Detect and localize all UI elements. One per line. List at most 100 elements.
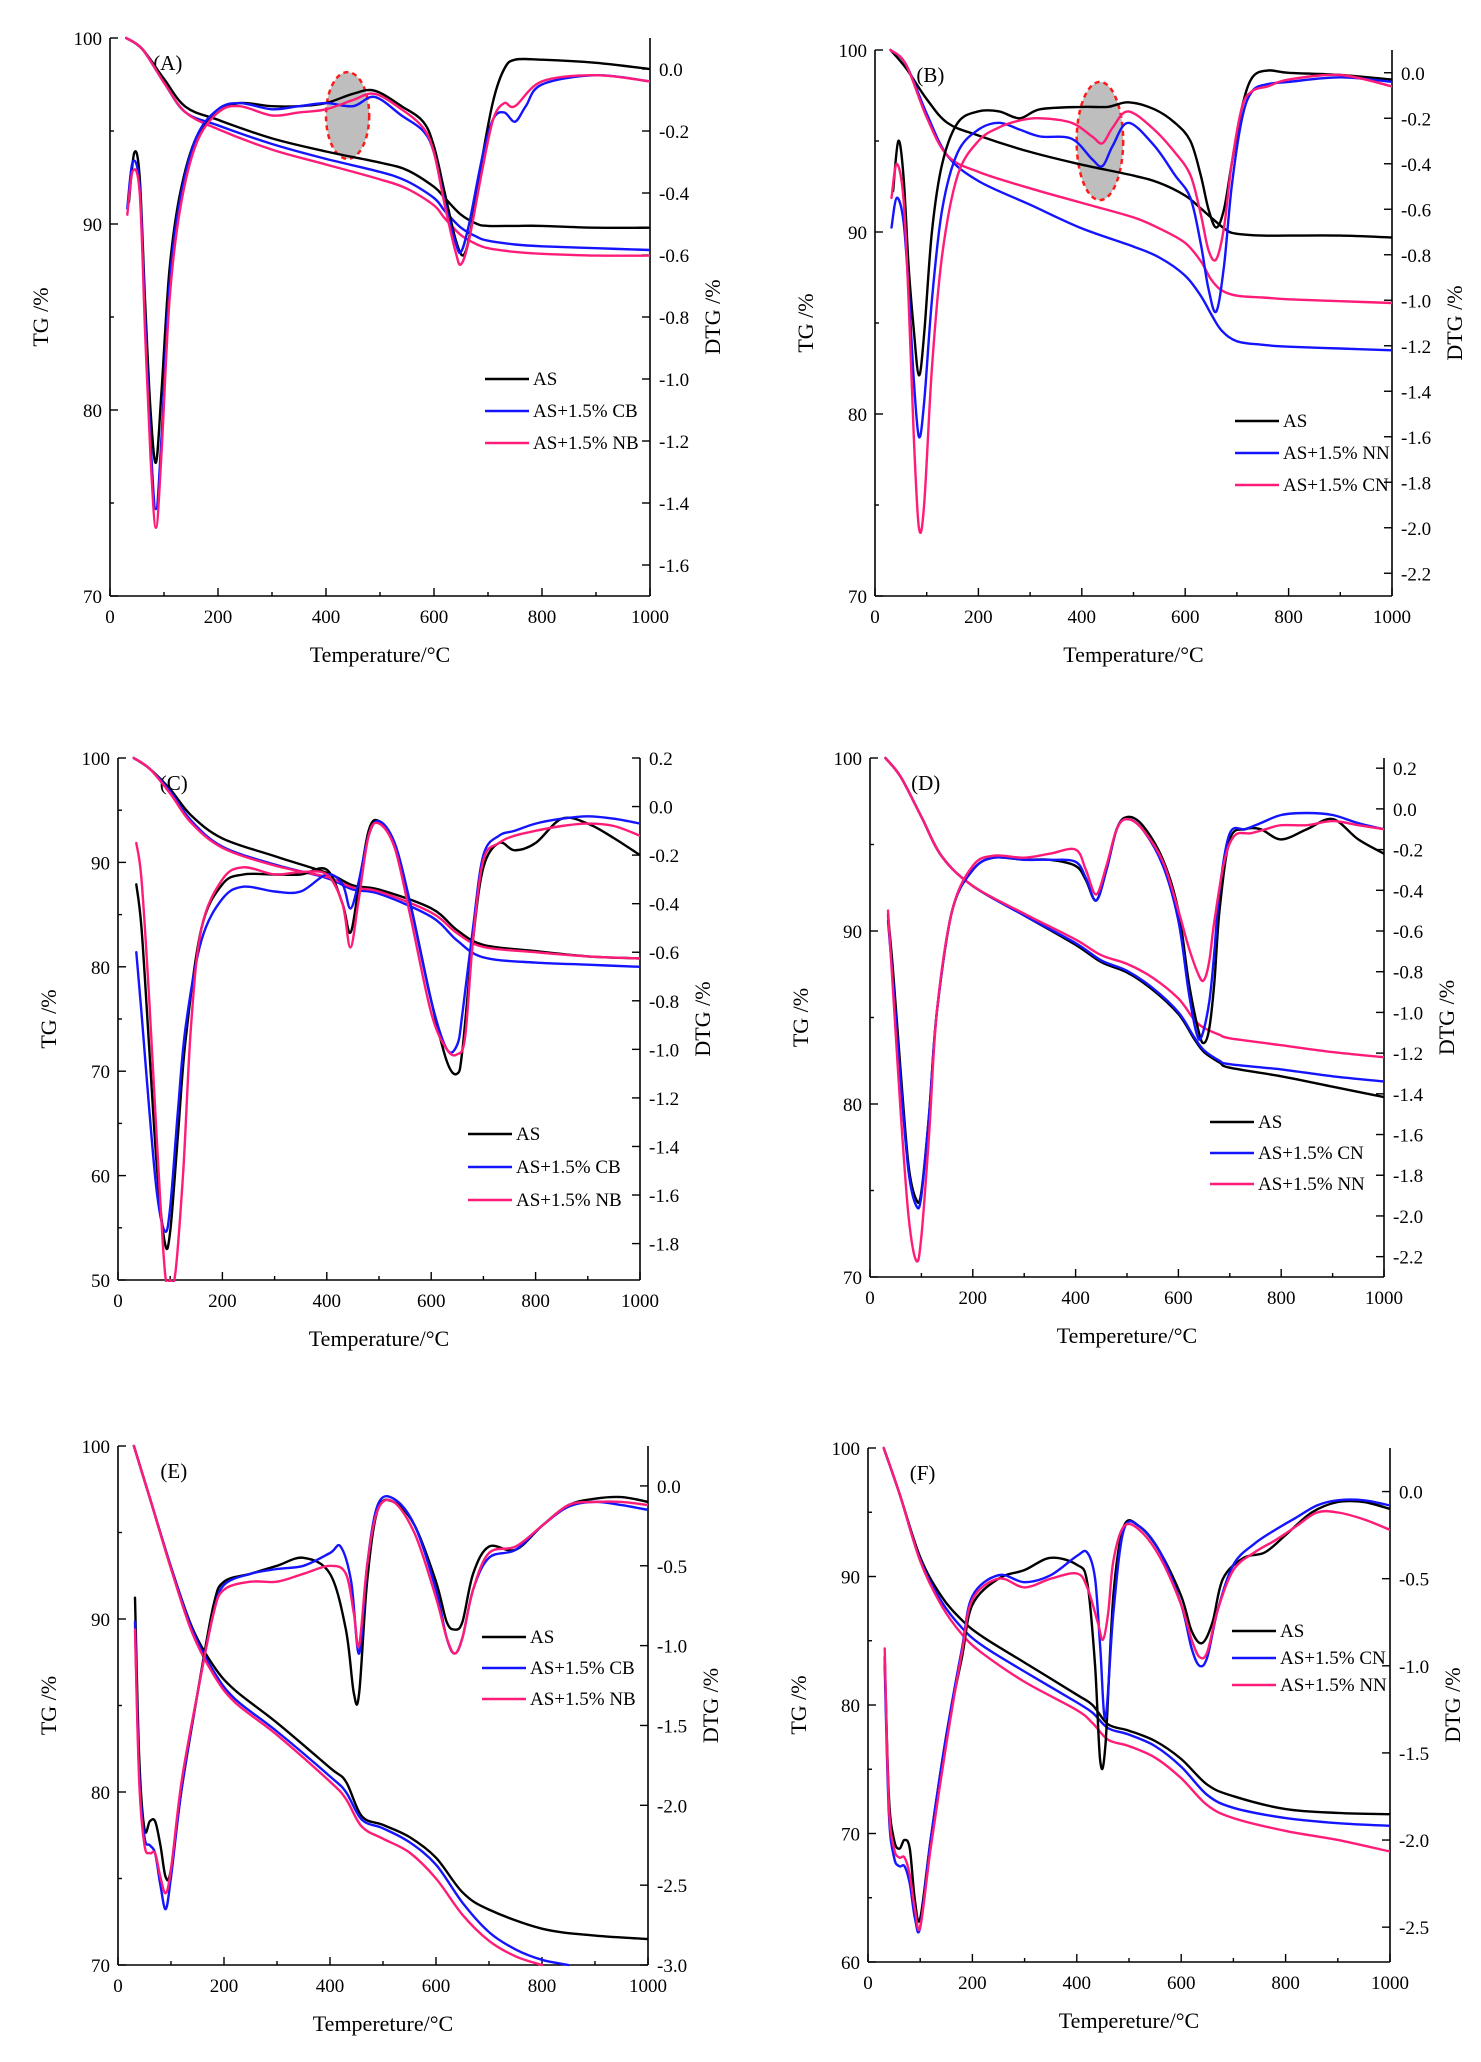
y-right-tick-label: -0.2 <box>1393 841 1423 862</box>
y-right-tick-label: -0.8 <box>1401 246 1431 267</box>
y-left-tick-label: 90 <box>91 1610 110 1631</box>
y-axis-left-title: TG /% <box>788 988 813 1047</box>
x-tick-label: 600 <box>420 607 449 628</box>
tg-curve-as-1-5-nb <box>132 756 640 960</box>
y-left-tick-label: 100 <box>74 29 103 50</box>
x-tick-label: 400 <box>1068 607 1097 628</box>
y-right-tick-label: 0.0 <box>649 798 673 819</box>
y-left-tick-label: 90 <box>848 223 867 244</box>
y-axis-left-title: TG /% <box>793 293 818 352</box>
x-tick-label: 200 <box>210 1976 239 1997</box>
x-tick-label: 800 <box>1271 1973 1300 1994</box>
y-axis-left-title: TG /% <box>36 989 61 1048</box>
legend-label: AS <box>516 1124 540 1145</box>
y-axis-right-title: DTG /% <box>1440 1667 1465 1742</box>
y-right-tick-label: 0.0 <box>1393 800 1417 821</box>
x-tick-label: 200 <box>964 607 993 628</box>
x-tick-label: 0 <box>113 1291 123 1312</box>
y-axis-left-title: TG /% <box>786 1675 811 1734</box>
x-tick-label: 1000 <box>1371 1973 1409 1994</box>
y-right-tick-label: -0.4 <box>659 184 690 205</box>
dtg-curve-as-1-5-nb <box>135 821 640 1282</box>
legend-label: AS+1.5% CN <box>1280 1648 1386 1669</box>
legend: AS AS+1.5% CB AS+1.5% NB <box>482 1627 636 1710</box>
y-right-tick-label: -0.6 <box>1401 200 1431 221</box>
legend-label: AS+1.5% NB <box>530 1689 636 1710</box>
dtg-curve-as <box>127 57 650 464</box>
y-left-tick-label: 70 <box>83 587 102 608</box>
legend-label: AS+1.5% CN <box>1258 1143 1364 1164</box>
series-group <box>132 756 640 1282</box>
y-right-tick-label: 0.0 <box>1399 1483 1423 1504</box>
y-left-tick-label: 100 <box>82 749 111 770</box>
y-left-tick-label: 90 <box>841 1568 860 1589</box>
y-right-tick-label: -2.5 <box>1399 1918 1429 1939</box>
y-right-tick-label: -1.4 <box>649 1137 680 1158</box>
x-axis-title: Tempereture/°C <box>1057 1323 1197 1348</box>
legend: AS AS+1.5% CB AS+1.5% NB <box>485 369 639 454</box>
y-axis-right-title: DTG /% <box>1434 980 1459 1055</box>
dtg-curve-as-1-5-nb <box>133 1498 648 1895</box>
tg-curve-as-1-5-cb <box>132 1444 570 1967</box>
y-right-tick-label: -1.6 <box>659 556 689 577</box>
x-tick-label: 600 <box>1167 1973 1196 1994</box>
y-right-tick-label: -0.4 <box>1393 881 1424 902</box>
panel-c: 0 200 400 600 800 1000 50 60 70 80 90 100 0.2 0.0 -0.2… <box>36 749 715 1351</box>
tg-curve-as <box>889 48 1392 239</box>
y-axis-right-title: DTG /% <box>690 981 715 1056</box>
y-axis-right-title: DTG /% <box>700 279 725 354</box>
y-right-tick-label: -0.2 <box>1401 109 1431 130</box>
panel-label: (D) <box>911 771 940 795</box>
y-left-tick-label: 80 <box>91 958 110 979</box>
y-right-tick-label: -2.0 <box>1399 1831 1429 1852</box>
x-axis-title: Temperature/°C <box>1063 642 1203 667</box>
x-tick-label: 0 <box>113 1976 123 1997</box>
x-axis-title: Temperature/°C <box>309 1326 449 1351</box>
tg-curve-as-1-5-nb <box>125 36 650 257</box>
y-left-tick-label: 50 <box>91 1271 110 1292</box>
y-left-tick-label: 60 <box>841 1953 860 1974</box>
x-tick-label: 800 <box>1267 1288 1296 1309</box>
dtg-curve-as-1-5-cn <box>883 1498 1390 1934</box>
y-left-tick-label: 70 <box>91 1956 110 1977</box>
y-right-tick-label: -1.8 <box>649 1235 679 1256</box>
y-right-tick-label: -1.6 <box>1401 428 1431 449</box>
y-right-tick-label: -1.2 <box>659 432 689 453</box>
x-tick-label: 1000 <box>1373 607 1411 628</box>
legend-label: AS+1.5% CB <box>533 401 638 422</box>
y-right-tick-label: -0.5 <box>1399 1570 1429 1591</box>
legend-label: AS+1.5% NN <box>1280 1675 1387 1696</box>
series-group <box>889 48 1392 534</box>
x-tick-label: 400 <box>1063 1973 1092 1994</box>
panel-label: (E) <box>160 1459 187 1483</box>
legend-label: AS <box>1258 1112 1282 1133</box>
y-right-tick-label: -1.8 <box>1401 473 1431 494</box>
tg-curve-as-1-5-cb <box>132 756 640 968</box>
legend-label: AS <box>1283 411 1307 432</box>
y-axis-left-title: TG /% <box>36 1676 61 1735</box>
tg-curve-as-1-5-nb <box>132 1444 544 1967</box>
tg-curve-as <box>125 36 650 230</box>
y-right-tick-label: -0.5 <box>657 1557 687 1578</box>
panel-d: 0 200 400 600 800 1000 70 80 90 100 0.2 0.0 -0.2 -0.4… <box>788 749 1459 1348</box>
y-right-tick-label: -3.0 <box>657 1956 687 1977</box>
tg-curve-as-1-5-cn <box>882 1446 1390 1827</box>
dtg-curve-as-1-5-nn <box>890 76 1392 439</box>
y-right-tick-label: -2.2 <box>1393 1248 1423 1269</box>
y-left-tick-label: 100 <box>839 41 868 62</box>
legend-label: AS+1.5% NN <box>1258 1174 1365 1195</box>
panel-a: 0 200 400 600 800 1000 70 80 90 100 0.0 -0.2 -0.4 -0.… <box>28 29 725 667</box>
x-axis-title: Temperature/°C <box>310 642 450 667</box>
y-right-tick-label: -0.6 <box>1393 922 1423 943</box>
y-left-tick-label: 80 <box>91 1783 110 1804</box>
x-tick-label: 1000 <box>629 1976 667 1997</box>
y-right-tick-label: 0.0 <box>657 1477 681 1498</box>
x-tick-label: 200 <box>208 1291 237 1312</box>
y-left-tick-label: 70 <box>843 1268 862 1289</box>
dtg-curve-as-1-5-cn <box>890 73 1392 534</box>
y-right-tick-label: -1.4 <box>1393 1085 1424 1106</box>
y-left-tick-label: 80 <box>83 401 102 422</box>
legend: AS AS+1.5% CB AS+1.5% NB <box>468 1124 622 1211</box>
x-tick-label: 400 <box>312 607 341 628</box>
